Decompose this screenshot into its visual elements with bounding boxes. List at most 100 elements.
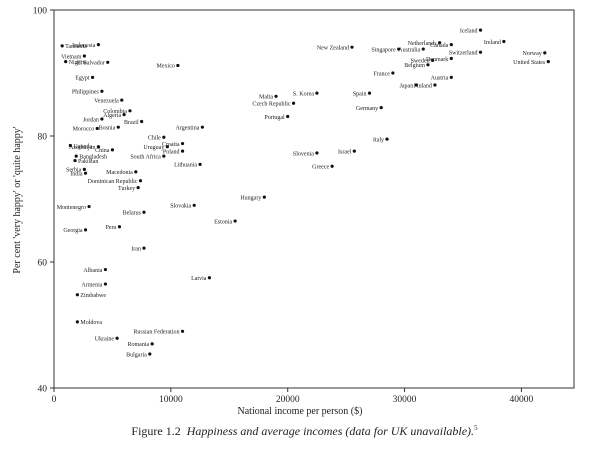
data-point — [100, 89, 104, 93]
data-point-label: Canada — [430, 43, 448, 49]
data-point — [379, 106, 383, 110]
data-point-label: Montenegro — [57, 205, 86, 211]
data-point — [75, 293, 79, 297]
data-point-label: Brazil — [124, 120, 139, 126]
data-point-label: Italy — [373, 137, 384, 143]
data-point-label: Azerbaijan — [69, 145, 95, 151]
figure-number: Figure 1.2 — [131, 424, 181, 438]
data-point-label: Germany — [356, 106, 378, 112]
data-point-label: Israel — [338, 149, 352, 155]
data-point — [431, 58, 435, 63]
data-point-label: Ukraine — [95, 337, 115, 343]
data-point-label: Argentina — [176, 125, 200, 131]
data-point-label: Chile — [148, 136, 161, 142]
data-point — [64, 60, 68, 64]
data-point — [286, 114, 290, 119]
x-tick-label: 30000 — [393, 395, 417, 405]
data-point — [367, 91, 372, 95]
data-point-label: Romania — [127, 342, 149, 348]
data-point-label: Denmark — [426, 57, 448, 63]
data-point-label: Peru — [105, 225, 116, 231]
data-point — [110, 148, 115, 152]
data-point-label: Vietnam — [61, 54, 82, 60]
data-point — [502, 39, 506, 44]
data-point-label: Iran — [131, 246, 141, 252]
footnote-marker: 5 — [474, 424, 478, 432]
x-tick-label: 40000 — [510, 395, 534, 405]
data-point — [207, 276, 212, 280]
data-point — [291, 101, 296, 105]
data-point — [140, 119, 144, 124]
data-point — [150, 342, 154, 346]
data-point — [90, 75, 95, 80]
data-point — [198, 162, 202, 166]
data-point — [449, 56, 453, 61]
data-point — [350, 45, 354, 49]
data-point — [75, 320, 79, 324]
data-point — [96, 43, 101, 47]
data-point-label: Poland — [163, 149, 180, 155]
data-point — [192, 203, 196, 207]
data-point-label: Pakistan — [78, 159, 98, 165]
y-tick-label: 100 — [33, 7, 48, 17]
data-point-label: Philippines — [72, 90, 100, 96]
figure-title: Happiness and average incomes (data for … — [186, 424, 475, 438]
data-point-label: Australia — [398, 47, 420, 53]
data-point-label: Georgia — [63, 228, 83, 234]
data-point — [274, 94, 278, 98]
x-axis-label: National income per person ($) — [238, 406, 363, 417]
data-point-label: Turkey — [118, 186, 135, 192]
data-point-label: Armenia — [81, 282, 102, 288]
plot-frame — [53, 9, 575, 389]
data-point — [262, 195, 266, 199]
data-point-label: Algeria — [103, 113, 121, 119]
data-point — [117, 225, 122, 229]
data-point — [100, 117, 104, 121]
data-point-label: Belarus — [123, 211, 142, 217]
data-point — [352, 149, 356, 153]
data-point — [142, 210, 146, 214]
data-point-label: Egypt — [75, 76, 90, 82]
data-point-label: Morocco — [73, 127, 95, 133]
data-point — [134, 170, 138, 174]
data-point-label: Dominican Republic — [88, 179, 138, 185]
data-point-label: United States — [513, 60, 546, 66]
data-point — [73, 158, 77, 163]
data-point — [391, 71, 395, 75]
data-point — [138, 179, 143, 183]
data-point — [96, 145, 101, 149]
data-point-label: Latvia — [191, 276, 207, 282]
data-point — [176, 63, 180, 68]
data-point-label: Albania — [83, 268, 102, 274]
data-point — [136, 186, 140, 190]
x-tick-label: 0 — [52, 395, 57, 405]
data-point — [128, 109, 132, 113]
data-point-label: Spain — [353, 91, 367, 97]
y-axis-label: Per cent 'very happy' or 'quite happy' — [12, 126, 23, 273]
data-point — [421, 47, 425, 51]
data-point — [162, 154, 166, 158]
data-point — [103, 267, 108, 272]
data-point — [82, 54, 86, 58]
data-point-label: Estonia — [214, 219, 232, 225]
data-point-label: Moldova — [80, 320, 102, 326]
data-point-label: S. Korea — [293, 91, 314, 97]
data-point — [120, 98, 124, 102]
data-point-label: Belgium — [404, 63, 425, 69]
data-point — [449, 43, 453, 47]
x-axis-ticks: 0 10000 20000 30000 40000 — [52, 388, 534, 405]
data-point-label: Lithuania — [174, 163, 197, 169]
data-point — [115, 336, 119, 340]
data-point-label: Serbia — [66, 168, 82, 174]
data-point — [478, 28, 483, 32]
data-point — [68, 143, 72, 148]
data-point-label: Switzerland — [449, 51, 478, 57]
data-point-label: Finland — [414, 83, 432, 89]
data-point-label: El Salvador — [77, 61, 105, 67]
data-point-label: Uganda — [73, 144, 92, 150]
data-point-label: Slovenia — [293, 151, 314, 157]
data-point — [83, 228, 88, 232]
data-point-label: Malta — [259, 95, 273, 101]
data-point — [122, 112, 126, 117]
data-point — [438, 41, 442, 45]
